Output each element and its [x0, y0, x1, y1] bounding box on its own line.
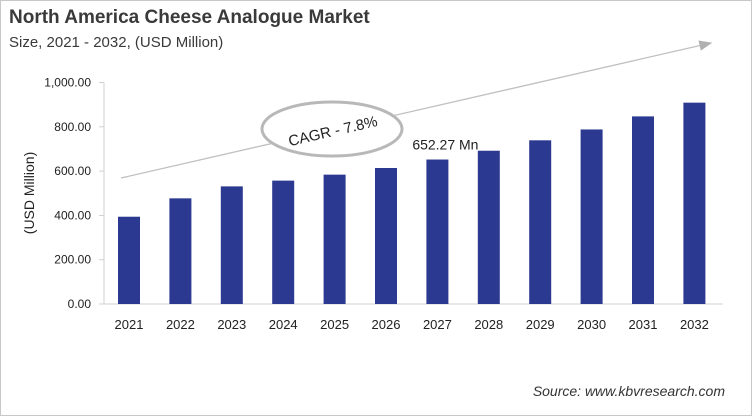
bar-2023 — [220, 186, 243, 304]
data-label: 652.27 Mn — [412, 137, 478, 153]
x-tick-label: 2025 — [320, 317, 349, 332]
trend-line — [120, 40, 713, 179]
bar-2030 — [580, 129, 603, 304]
x-tick-label: 2021 — [115, 317, 144, 332]
y-tick-label: 200.00 — [54, 253, 91, 267]
bar-2022 — [169, 198, 192, 304]
x-tick-label: 2032 — [680, 317, 709, 332]
bar-2025 — [323, 174, 346, 304]
x-tick-label: 2022 — [166, 317, 195, 332]
bar-2027 — [426, 159, 449, 304]
tick-labels: 0.00 200.00 400.00 600.00 800.00 1,000.00 (USD… — [21, 76, 709, 333]
bar-2032 — [683, 102, 706, 305]
axes — [99, 82, 723, 305]
bar-2029 — [529, 140, 552, 304]
chart-title: North America Cheese Analogue Market — [9, 7, 370, 28]
chart-subtitle: Size, 2021 - 2032, (USD Million) — [9, 34, 224, 51]
x-tick-label: 2029 — [526, 317, 555, 332]
x-tick-label: 2027 — [423, 317, 452, 332]
y-tick-label: 800.00 — [54, 120, 91, 134]
source-text: Source: www.kbvresearch.com — [532, 383, 725, 399]
x-tick-label: 2023 — [217, 317, 246, 332]
y-axis-title: (USD Million) — [21, 152, 37, 234]
bar-2031 — [632, 116, 654, 305]
bar-2024 — [272, 180, 295, 304]
x-tick-label: 2030 — [577, 317, 606, 332]
cagr-ellipse — [260, 100, 404, 158]
x-tick-label: 2028 — [474, 317, 503, 332]
y-tick-label: 600.00 — [54, 164, 91, 178]
y-tick-label: 0.00 — [68, 297, 92, 311]
y-tick-label: 400.00 — [54, 208, 91, 222]
bar-2026 — [375, 167, 397, 304]
bars — [118, 102, 706, 305]
trend-arrow — [120, 40, 713, 179]
annotations: CAGR - 7.8% 652.27 Mn — [260, 100, 478, 158]
bar-2021 — [118, 216, 140, 304]
x-tick-label: 2026 — [372, 317, 401, 332]
y-tick-label: 1,000.00 — [44, 76, 91, 90]
bar-2028 — [477, 150, 500, 304]
x-tick-label: 2031 — [629, 317, 658, 332]
x-tick-label: 2024 — [269, 317, 298, 332]
